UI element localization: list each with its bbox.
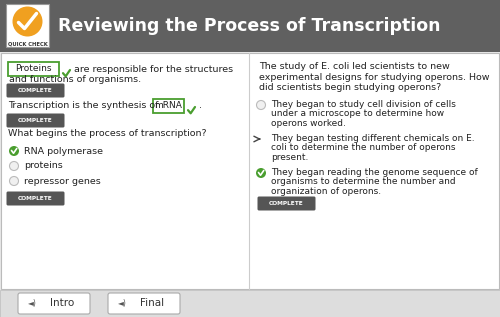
Text: They began reading the genome sequence of: They began reading the genome sequence o…: [271, 168, 478, 177]
Text: COMPLETE: COMPLETE: [18, 196, 53, 201]
Text: Transcription is the synthesis of: Transcription is the synthesis of: [8, 101, 158, 111]
Text: ◄): ◄): [118, 299, 126, 308]
Circle shape: [256, 168, 266, 178]
Circle shape: [10, 161, 18, 171]
Text: under a microscope to determine how: under a microscope to determine how: [271, 109, 444, 119]
FancyBboxPatch shape: [1, 53, 499, 289]
FancyBboxPatch shape: [108, 293, 180, 314]
FancyBboxPatch shape: [0, 290, 500, 317]
Circle shape: [10, 177, 18, 185]
Text: repressor genes: repressor genes: [24, 177, 101, 185]
Text: They began testing different chemicals on E.: They began testing different chemicals o…: [271, 134, 474, 143]
Text: COMPLETE: COMPLETE: [18, 88, 53, 93]
Text: mRNA: mRNA: [154, 101, 182, 110]
Text: coli to determine the number of operons: coli to determine the number of operons: [271, 144, 456, 152]
Text: ◄): ◄): [28, 299, 36, 308]
FancyBboxPatch shape: [258, 197, 316, 210]
Text: organization of operons.: organization of operons.: [271, 187, 381, 196]
Text: Final: Final: [140, 299, 164, 308]
FancyBboxPatch shape: [18, 293, 90, 314]
Text: experimental designs for studying operons. How: experimental designs for studying operon…: [259, 73, 490, 81]
Text: What begins the process of transcription?: What begins the process of transcription…: [8, 130, 206, 139]
Text: COMPLETE: COMPLETE: [18, 118, 53, 123]
Text: RNA polymerase: RNA polymerase: [24, 146, 103, 156]
FancyBboxPatch shape: [6, 113, 64, 127]
FancyBboxPatch shape: [6, 4, 49, 47]
Text: The study of E. coli led scientists to new: The study of E. coli led scientists to n…: [259, 62, 450, 71]
Text: Intro: Intro: [50, 299, 74, 308]
Text: and functions of organisms.: and functions of organisms.: [9, 74, 141, 83]
FancyBboxPatch shape: [6, 83, 64, 98]
FancyBboxPatch shape: [152, 99, 184, 113]
FancyBboxPatch shape: [8, 61, 59, 75]
Text: Proteins: Proteins: [15, 64, 52, 73]
Circle shape: [256, 100, 266, 109]
Text: Reviewing the Process of Transcription: Reviewing the Process of Transcription: [58, 17, 440, 35]
Text: proteins: proteins: [24, 161, 63, 171]
FancyBboxPatch shape: [0, 0, 500, 52]
Text: did scientists begin studying operons?: did scientists begin studying operons?: [259, 83, 442, 92]
Circle shape: [9, 146, 19, 156]
Text: They began to study cell division of cells: They began to study cell division of cel…: [271, 100, 456, 109]
Text: .: .: [199, 101, 202, 111]
Circle shape: [12, 7, 42, 36]
Text: present.: present.: [271, 153, 308, 162]
Text: QUICK CHECK: QUICK CHECK: [8, 41, 48, 46]
Text: operons worked.: operons worked.: [271, 119, 346, 128]
Text: are responsible for the structures: are responsible for the structures: [74, 64, 233, 74]
FancyBboxPatch shape: [6, 191, 64, 205]
Text: COMPLETE: COMPLETE: [269, 201, 304, 206]
Text: organisms to determine the number and: organisms to determine the number and: [271, 178, 456, 186]
